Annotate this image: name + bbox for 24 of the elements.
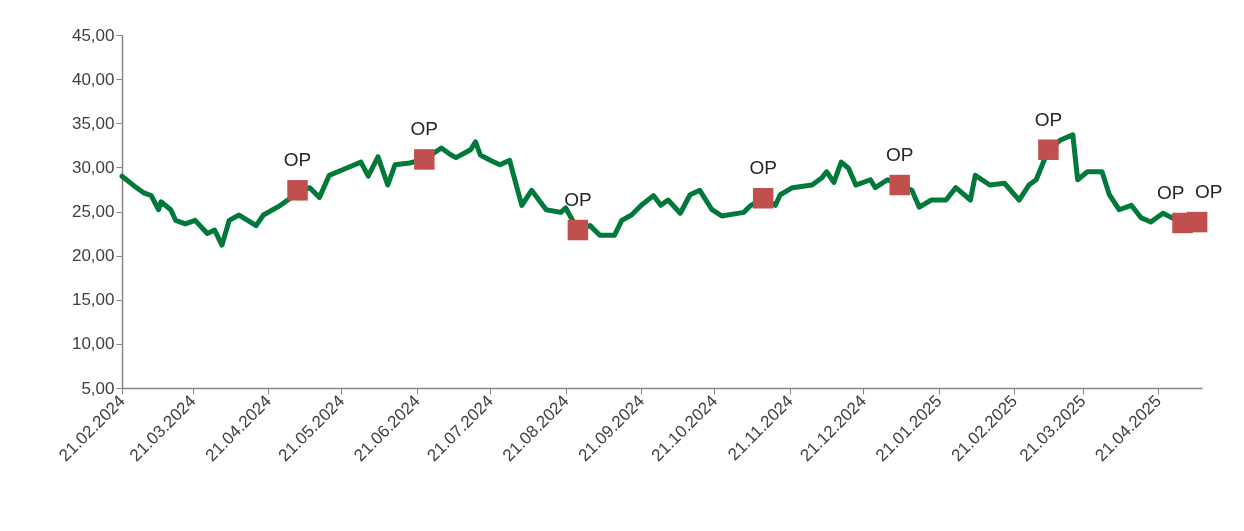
y-tick-label: 15,00 bbox=[71, 290, 115, 310]
point bbox=[1186, 211, 1208, 233]
annotation: OP bbox=[749, 157, 777, 179]
annotation: OP bbox=[410, 118, 439, 140]
annotation: OP bbox=[283, 149, 312, 171]
annotation: OP bbox=[564, 189, 592, 211]
point bbox=[414, 149, 435, 170]
annotation: OP bbox=[885, 144, 914, 166]
y-tick-label: 35,00 bbox=[71, 113, 115, 133]
point bbox=[889, 174, 910, 196]
point bbox=[752, 188, 774, 209]
y-tick-label: 25,00 bbox=[71, 202, 115, 221]
y-tick-label: 10,00 bbox=[71, 334, 115, 354]
annotation: OP bbox=[1157, 181, 1185, 203]
annotation: OP bbox=[1034, 108, 1063, 130]
y-tick-label: 5,00 bbox=[81, 378, 115, 398]
point bbox=[1038, 139, 1059, 160]
point bbox=[567, 219, 589, 241]
annotation: OP bbox=[1195, 181, 1223, 203]
y-tick-label: 20,00 bbox=[71, 246, 115, 266]
y-tick-label: 30,00 bbox=[71, 157, 115, 177]
point bbox=[287, 180, 308, 201]
y-tick-label: 45,00 bbox=[71, 25, 115, 45]
y-tick-label: 40,00 bbox=[71, 69, 115, 89]
